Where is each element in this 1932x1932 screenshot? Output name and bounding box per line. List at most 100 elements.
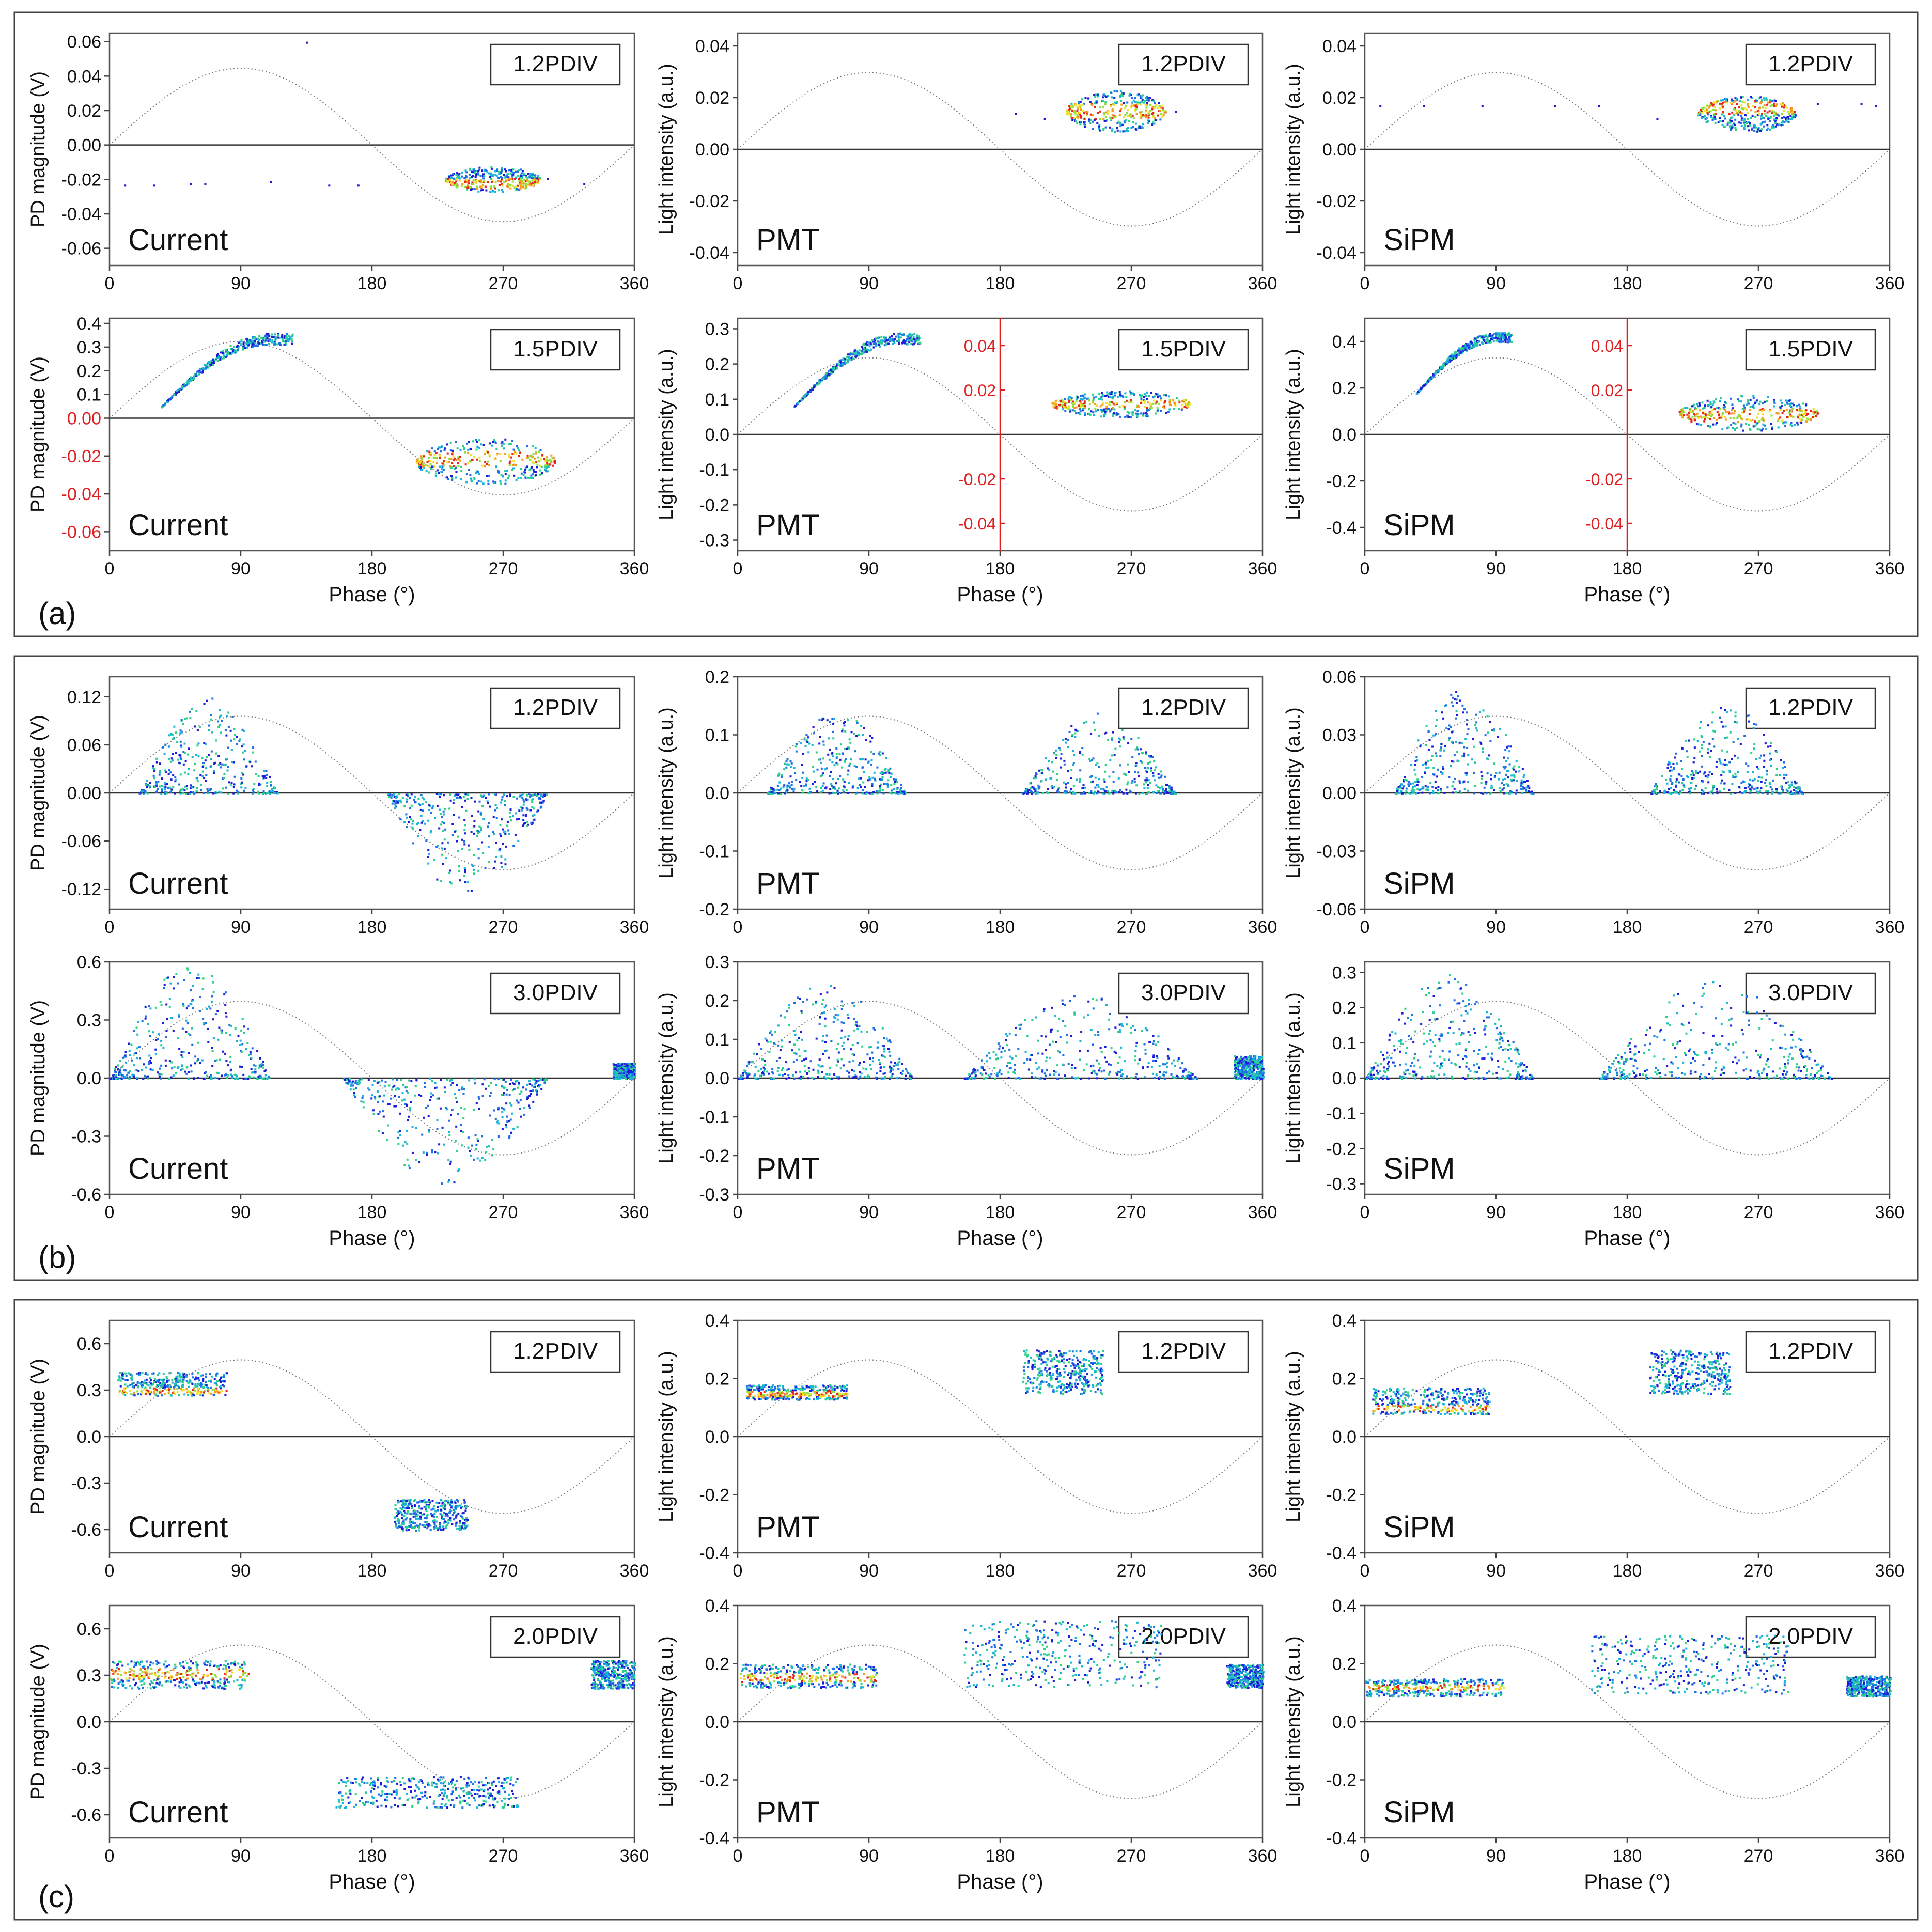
data-point: [426, 461, 429, 463]
data-point: [1079, 113, 1081, 116]
data-point: [1027, 791, 1030, 793]
data-point: [1748, 129, 1750, 132]
data-point: [780, 787, 782, 790]
data-point: [1773, 402, 1776, 404]
data-point: [1777, 426, 1780, 429]
data-point: [1139, 760, 1142, 762]
data-point: [1145, 97, 1147, 99]
data-point: [901, 790, 903, 793]
data-point: [208, 724, 210, 727]
data-point: [1119, 123, 1122, 126]
data-point: [552, 461, 555, 463]
data-point: [285, 337, 287, 339]
data-point: [508, 811, 511, 814]
data-point: [437, 448, 439, 450]
data-point: [1796, 409, 1798, 411]
data-point: [196, 370, 198, 373]
data-point: [1702, 407, 1704, 410]
data-point: [1785, 119, 1787, 122]
data-point: [1750, 96, 1752, 98]
data-point: [1781, 402, 1783, 404]
data-point: [1703, 420, 1706, 423]
data-point: [231, 761, 233, 763]
data-point: [518, 818, 520, 820]
data-point: [1741, 395, 1743, 398]
data-point: [526, 177, 529, 180]
data-point: [1499, 335, 1501, 337]
data-point: [406, 798, 409, 801]
data-point: [515, 812, 517, 815]
x-tick-label: 180: [1613, 917, 1642, 937]
data-point: [258, 782, 260, 785]
data-point: [201, 770, 204, 773]
data-point: [1101, 792, 1104, 795]
data-point: [855, 720, 858, 723]
data-point: [1171, 790, 1173, 793]
data-point: [207, 790, 209, 792]
data-point: [1132, 121, 1134, 123]
data-point: [463, 819, 466, 821]
data-point: [148, 785, 151, 787]
data-point: [502, 828, 504, 831]
data-point: [179, 729, 182, 732]
data-point: [274, 792, 276, 794]
data-point: [181, 386, 184, 389]
data-point: [538, 450, 540, 453]
data-point: [1754, 420, 1756, 423]
data-point: [1074, 112, 1077, 114]
data-point: [1713, 114, 1716, 116]
data-point: [1060, 757, 1062, 760]
data-point: [226, 758, 228, 760]
data-point: [1114, 789, 1116, 792]
data-point: [460, 184, 463, 187]
data-point: [240, 343, 242, 346]
data-point: [441, 445, 443, 448]
data-point: [222, 353, 225, 355]
data-point: [237, 792, 239, 795]
data-point: [1139, 127, 1142, 129]
data-point: [1145, 109, 1147, 112]
data-point: [252, 746, 255, 749]
data-point: [205, 366, 208, 368]
data-point: [512, 460, 515, 462]
data-point: [1082, 404, 1084, 407]
data-point: [494, 170, 496, 173]
data-point: [458, 177, 461, 180]
data-point: [518, 455, 520, 457]
data-point: [168, 758, 170, 760]
data-point: [1082, 787, 1084, 789]
data-point: [1766, 103, 1769, 106]
data-point: [546, 456, 548, 459]
data-point: [1713, 116, 1716, 118]
data-point: [858, 784, 861, 786]
data-point: [1130, 116, 1132, 118]
data-point: [1154, 769, 1156, 772]
data-point: [451, 183, 454, 185]
data-point: [219, 709, 221, 711]
data-point: [1069, 790, 1071, 793]
data-point: [210, 718, 212, 721]
data-point: [1506, 334, 1508, 336]
data-point: [1137, 737, 1140, 739]
data-point: [512, 467, 515, 470]
data-point: [227, 793, 230, 795]
data-point: [1162, 109, 1164, 112]
data-point: [833, 718, 835, 720]
data-point: [1117, 413, 1120, 416]
data-point: [233, 728, 236, 730]
data-point: [205, 774, 208, 776]
data-point: [497, 471, 500, 473]
data-point: [538, 460, 540, 463]
data-point: [1748, 413, 1751, 415]
data-point: [809, 791, 812, 794]
data-point: [492, 174, 494, 176]
data-point: [1744, 114, 1747, 117]
data-point: [1101, 398, 1103, 401]
data-point: [178, 754, 181, 756]
data-point: [430, 452, 432, 454]
data-point: [1103, 414, 1105, 417]
data-point: [1147, 119, 1149, 122]
data-point: [211, 731, 213, 734]
data-point: [164, 792, 166, 795]
data-point: [510, 456, 512, 459]
